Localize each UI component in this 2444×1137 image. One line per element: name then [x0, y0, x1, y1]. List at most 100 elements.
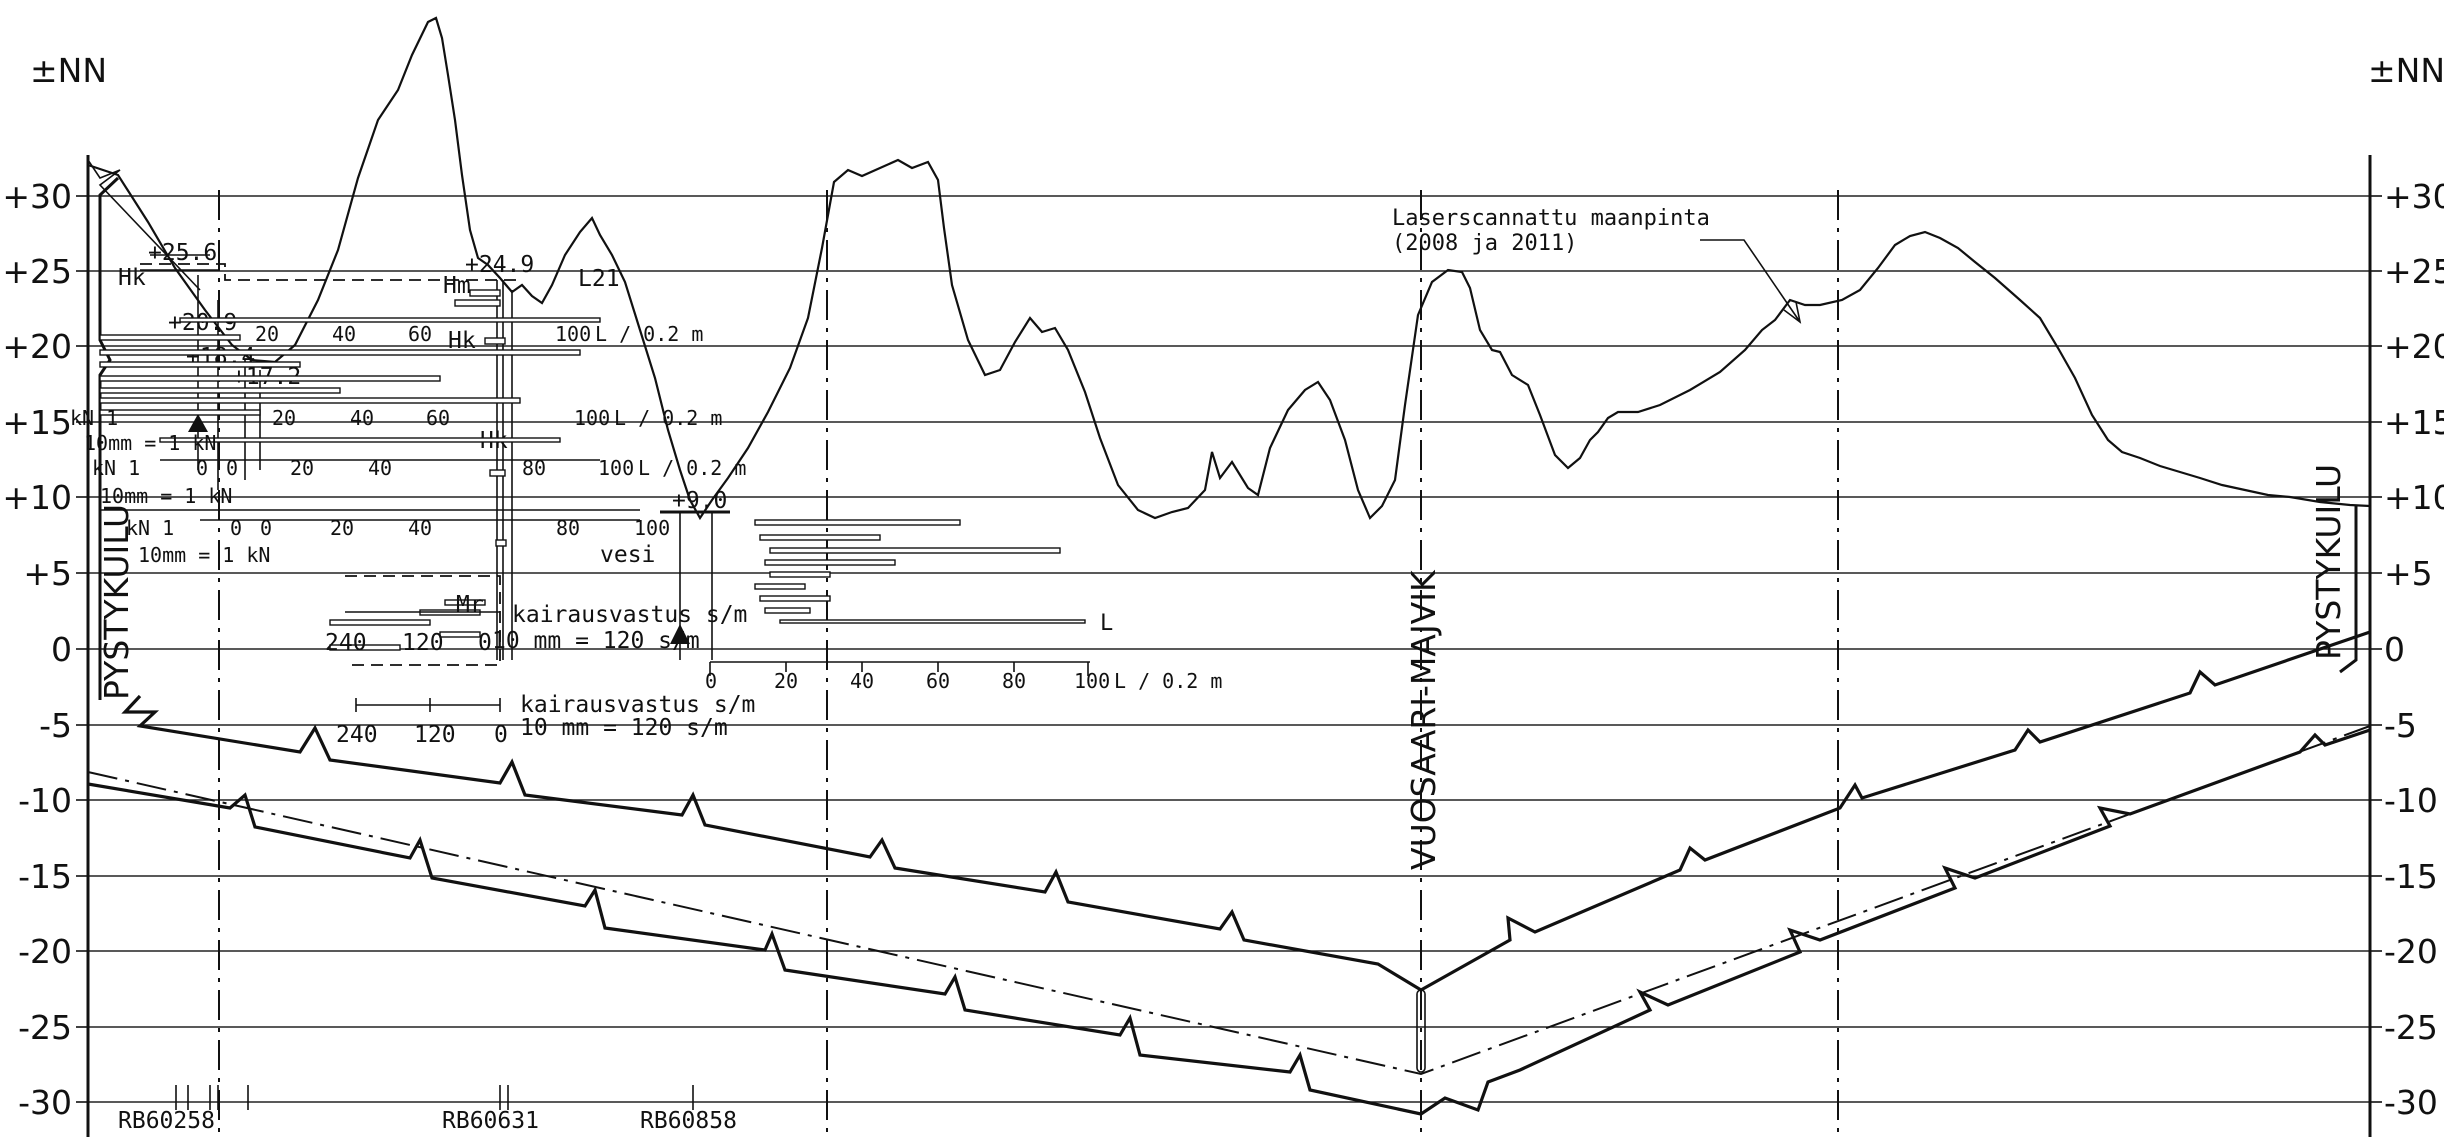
scale-tick: 20	[255, 322, 279, 346]
borehole-logs-left: +25.6 Hk +20.9 +18.4 +17.2 +24.9 Hm L21 …	[70, 240, 747, 666]
scale-tick: 0	[705, 669, 717, 693]
water-label: vesi	[600, 542, 655, 568]
elevation-label: +20	[2, 327, 72, 366]
elevation-label: 0	[2384, 630, 2405, 669]
tunnel-invert-left	[87, 728, 2371, 1116]
elevation-label: -25	[2384, 1008, 2438, 1047]
ground-note-line2: (2008 ja 2011)	[1392, 231, 1577, 256]
scale-tick: 100	[598, 456, 634, 480]
tunnel-centerline	[87, 725, 2371, 1076]
elevation-label: -5	[2384, 706, 2417, 745]
borehole-id: RB60258	[118, 1108, 215, 1134]
scale-tick: 100	[1074, 669, 1110, 693]
scale-kn: kN 1	[126, 516, 174, 540]
elevation-label: -20	[2384, 932, 2438, 971]
drill-tick: 240	[325, 630, 367, 656]
elevation-labels-right: +30 +25 +20 +15 +10 +5 0 -5 -10 -15 -20 …	[2384, 177, 2444, 1122]
scale-tick: 20	[774, 669, 798, 693]
scale-tick: 20	[272, 406, 296, 430]
borehole-id: RB60858	[640, 1108, 737, 1134]
elevation-label: -15	[2384, 857, 2438, 896]
scale-tick: 0	[226, 456, 238, 480]
station-marker	[1416, 989, 1426, 1073]
drill-resistance-label: kairausvastus s/m	[512, 602, 747, 628]
drill-tick: 0	[478, 630, 492, 656]
drill-tick: 0	[494, 722, 508, 748]
elevation-label: +30	[2384, 177, 2444, 216]
elevation-label: -10	[2384, 781, 2438, 820]
elevation-label: +30	[2, 177, 72, 216]
scale-tick: 100	[574, 406, 610, 430]
shaft-wall-inner	[87, 159, 201, 291]
unit-label-left: ±NN	[30, 51, 107, 90]
borehole-labels: RB60258 RB60631 RB60858	[118, 1085, 737, 1134]
elevation-label: -25	[18, 1008, 72, 1047]
shaft-label-right: PYSTYKUILU	[2309, 464, 2348, 660]
elevation-label: +5	[2384, 554, 2433, 593]
elevation-label: -15	[18, 857, 72, 896]
axis-ticks	[76, 195, 2382, 1103]
elevation-grid	[88, 195, 2370, 1103]
elevation-label: -30	[2384, 1083, 2438, 1122]
elevation-label: +25	[2384, 252, 2444, 291]
scale-kn: kN 1	[92, 456, 140, 480]
scale-kn-note: 10mm = 1 kN	[84, 431, 216, 455]
ground-note-leader	[1700, 239, 1801, 323]
drill-tick: 120	[414, 722, 456, 748]
drill-scale-label: 10 mm = 120 s/m	[492, 628, 700, 654]
scale-tick: 40	[332, 322, 356, 346]
drill-tick: 120	[402, 630, 444, 656]
elevation-label: -10	[18, 781, 72, 820]
scale-tick: 60	[926, 669, 950, 693]
unit-label-right: ±NN	[2368, 51, 2444, 90]
ground-surface-profile	[87, 16, 2371, 521]
drill-resistance-label: kairausvastus s/m	[520, 692, 755, 718]
scale-tick: 0	[230, 516, 242, 540]
elevation-label: -5	[39, 706, 72, 745]
scale-tick: 40	[850, 669, 874, 693]
borehole-id: RB60631	[442, 1108, 539, 1134]
shaft-wall-right	[2339, 506, 2358, 674]
water-level-triangle	[670, 624, 690, 644]
drill-tick: 240	[336, 722, 378, 748]
water-level-triangle	[188, 414, 208, 432]
scale-tick: 100	[555, 322, 591, 346]
elevation-label: +25	[2, 252, 72, 291]
annot-elev: +24.9	[465, 252, 534, 278]
elevation-label: +20	[2384, 327, 2444, 366]
elevation-label: +10	[2, 478, 72, 517]
annot-l21: L21	[578, 266, 620, 292]
annot-elev: +20.9	[168, 310, 237, 336]
elevation-label: -30	[18, 1083, 72, 1122]
scale-tick: 60	[408, 322, 432, 346]
shaft-label-left: PYSTYKUILU	[97, 504, 136, 700]
scale-tick: 0	[260, 516, 272, 540]
annot-hk: Hk	[118, 265, 146, 291]
borehole-log-rb60858: +9.0 L 0 20 40 60 80 100 L / 0.2 m kaira…	[336, 488, 1222, 748]
scale-tick: 100	[634, 516, 670, 540]
scale-tick: 60	[426, 406, 450, 430]
right-shaft: PYSTYKUILU	[2309, 464, 2358, 674]
scale-l-label: L / 0.2 m	[1114, 669, 1222, 693]
elevation-label: 0	[51, 630, 72, 669]
elevation-labels-left: +30 +25 +20 +15 +10 +5 0 -5 -10 -15 -20 …	[2, 177, 72, 1122]
elevation-label: +15	[2384, 403, 2444, 442]
annot-mr: Mr	[456, 592, 484, 618]
station-lines	[218, 190, 1839, 1137]
elevation-label: +15	[2, 403, 72, 442]
elevation-label: +5	[23, 554, 72, 593]
annot-hm: Hm	[443, 273, 471, 299]
elevation-label: -20	[18, 932, 72, 971]
ground-note-line1: Laserscannattu maanpinta	[1392, 206, 1710, 231]
drill-scale-label: 10 mm = 120 s/m	[520, 715, 728, 741]
scale-kn-note: 10mm = 1 kN	[138, 543, 270, 567]
ground-note-arrow	[1783, 301, 1802, 324]
scale-l-label: L / 0.2 m	[595, 322, 703, 346]
scale-kn-note: 10mm = 1 kN	[100, 484, 232, 508]
tunnel-crown-left	[121, 694, 1422, 992]
scale-l-label: L / 0.2 m	[614, 406, 722, 430]
elevation-label: +10	[2384, 478, 2444, 517]
tunnel-profile	[87, 630, 2371, 1116]
annot-l: L	[1100, 611, 1113, 636]
